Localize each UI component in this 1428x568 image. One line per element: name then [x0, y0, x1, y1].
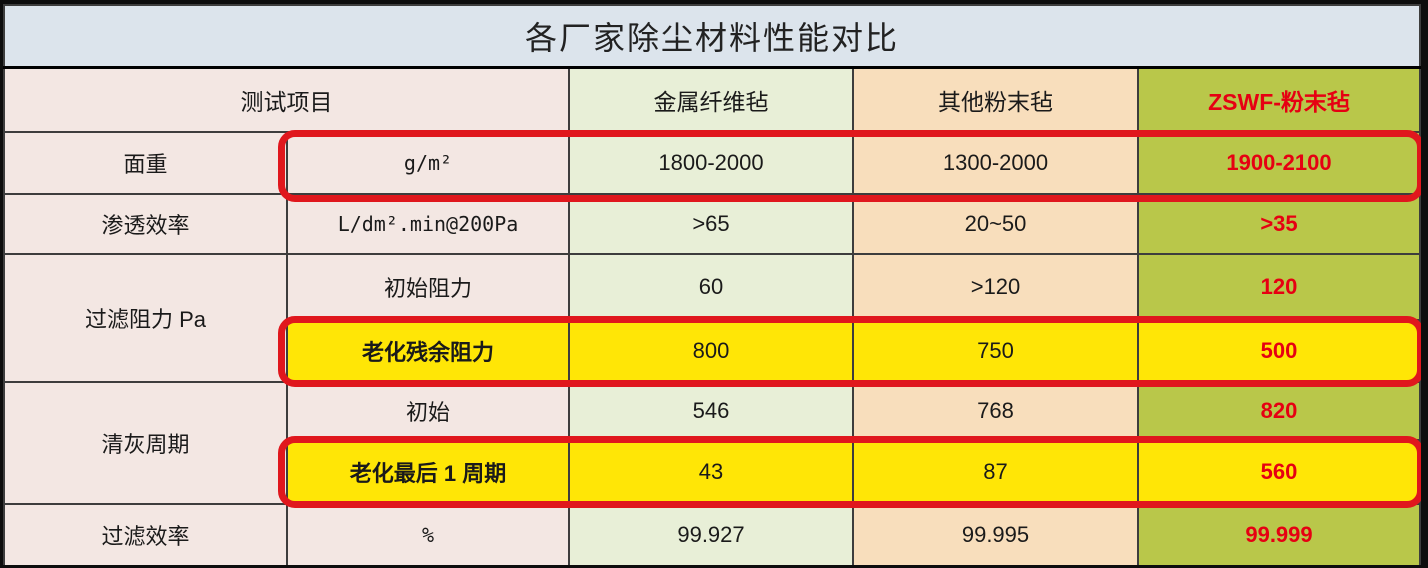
cell-initial-resistance-zswf: 120: [1137, 253, 1421, 321]
column-header-other-powder-felt: 其他粉末毡: [852, 66, 1139, 133]
row-label-area-weight: 面重: [3, 131, 288, 195]
cell-permeability-unit: L/dm².min@200Pa: [286, 193, 570, 255]
row-initial-resistance: 过滤阻力 Pa 初始阻力 60 >120 120: [3, 253, 1421, 383]
cell-aged-last-cycle-label: 老化最后 1 周期: [286, 439, 570, 505]
column-header-test-item: 测试项目: [3, 66, 570, 133]
cell-permeability-metal: >65: [568, 193, 854, 255]
cell-filtration-efficiency-metal: 99.927: [568, 503, 854, 565]
cell-aged-residual-resistance-zswf: 500: [1137, 319, 1421, 383]
header-row: 测试项目 金属纤维毡 其他粉末毡 ZSWF-粉末毡: [3, 66, 1421, 133]
row-area-weight: 面重 g/m² 1800-2000 1300-2000 1900-2100: [3, 131, 1421, 195]
cell-cleaning-initial-label: 初始: [286, 381, 570, 441]
column-header-metal-fiber-felt: 金属纤维毡: [568, 66, 854, 133]
row-label-permeability: 渗透效率: [3, 193, 288, 255]
cell-permeability-zswf: >35: [1137, 193, 1421, 255]
cell-initial-resistance-other: >120: [852, 253, 1139, 321]
row-group-label-filtration-resistance: 过滤阻力 Pa: [3, 253, 288, 383]
cell-area-weight-other: 1300-2000: [852, 131, 1139, 195]
cell-aged-last-cycle-zswf: 560: [1137, 439, 1421, 505]
row-filtration-efficiency: 过滤效率 % 99.927 99.995 99.999: [3, 503, 1421, 565]
row-aged-last-cycle: 老化最后 1 周期 43 87 560: [4, 439, 1421, 505]
cell-aged-residual-resistance-other: 750: [852, 319, 1139, 383]
cell-cleaning-initial-other: 768: [852, 381, 1139, 441]
cell-filtration-efficiency-other: 99.995: [852, 503, 1139, 565]
cell-filtration-efficiency-zswf: 99.999: [1137, 503, 1421, 565]
cell-cleaning-initial-zswf: 820: [1137, 381, 1421, 441]
cell-initial-resistance-metal: 60: [568, 253, 854, 321]
cell-filtration-efficiency-unit: %: [286, 503, 570, 565]
cell-aged-last-cycle-other: 87: [852, 439, 1139, 505]
row-cleaning-cycle-initial: 清灰周期 初始 546 768 820: [3, 381, 1421, 505]
cell-aged-residual-resistance-metal: 800: [568, 319, 854, 383]
comparison-table: 各厂家除尘材料性能对比 测试项目 金属纤维毡 其他粉末毡 ZSWF-粉末毡 面重…: [3, 4, 1421, 565]
cell-area-weight-zswf: 1900-2100: [1137, 131, 1421, 195]
column-header-zswf-powder-felt: ZSWF-粉末毡: [1137, 66, 1421, 133]
title-row: 各厂家除尘材料性能对比: [3, 4, 1421, 69]
cell-aged-last-cycle-metal: 43: [568, 439, 854, 505]
cell-permeability-other: 20~50: [852, 193, 1139, 255]
cell-initial-resistance-label: 初始阻力: [286, 253, 570, 321]
cell-cleaning-initial-metal: 546: [568, 381, 854, 441]
row-group-label-cleaning-cycle: 清灰周期: [3, 381, 288, 505]
cell-area-weight-unit: g/m²: [286, 131, 570, 195]
table-title: 各厂家除尘材料性能对比: [3, 4, 1421, 69]
cell-aged-residual-resistance-label: 老化残余阻力: [286, 319, 570, 383]
cell-area-weight-metal: 1800-2000: [568, 131, 854, 195]
row-label-filtration-efficiency: 过滤效率: [3, 503, 288, 565]
row-permeability: 渗透效率 L/dm².min@200Pa >65 20~50 >35: [3, 193, 1421, 255]
